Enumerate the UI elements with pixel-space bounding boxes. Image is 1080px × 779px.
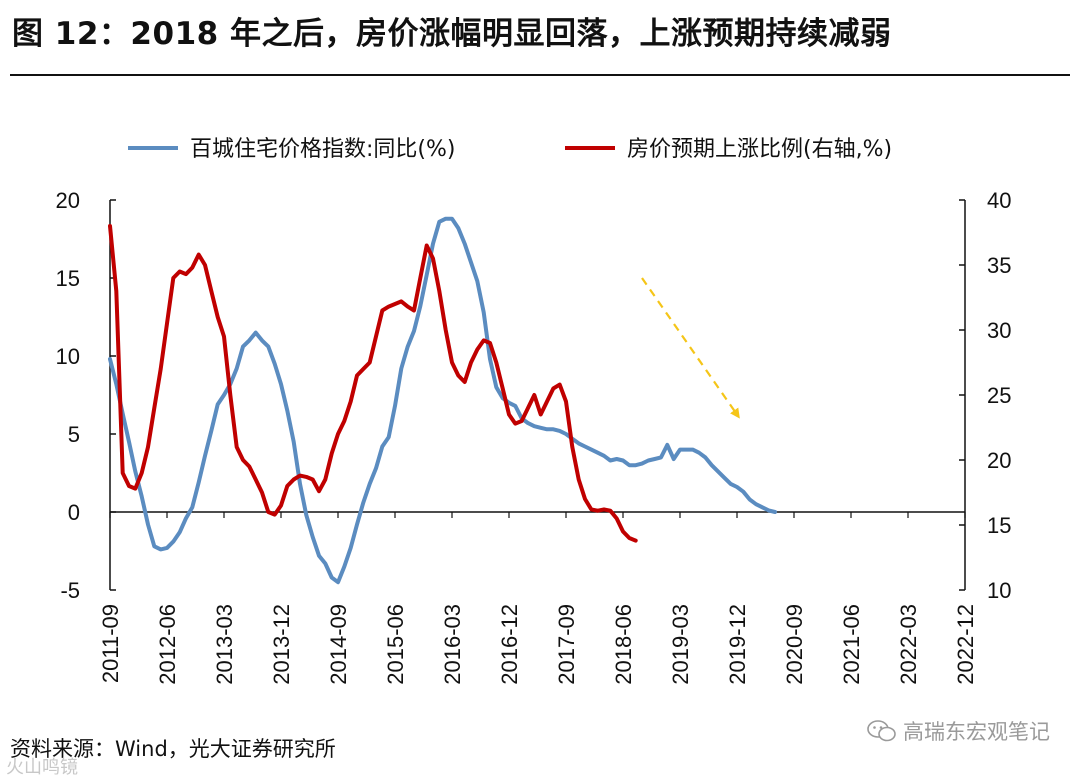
y-right-tick-label: 40 xyxy=(987,188,1011,213)
trend-arrow xyxy=(641,277,740,419)
y-right-tick-label: 20 xyxy=(987,448,1011,473)
x-tick-label: 2014-09 xyxy=(326,604,351,685)
x-tick-label: 2021-06 xyxy=(839,604,864,685)
x-tick-label: 2019-03 xyxy=(668,604,693,685)
y-left-tick-label: 10 xyxy=(56,344,80,369)
y-left-tick-label: 20 xyxy=(56,188,80,213)
legend-label: 房价预期上涨比例(右轴,%) xyxy=(627,137,892,162)
y-right-tick-label: 25 xyxy=(987,383,1011,408)
x-tick-label: 2011-09 xyxy=(98,604,123,683)
series-line-expectation xyxy=(108,224,638,543)
y-right-tick-label: 30 xyxy=(987,318,1011,343)
watermark-left: 火山鸣镜 xyxy=(6,757,78,778)
y-left-tick-label: 15 xyxy=(56,266,80,291)
x-tick-label: 2018-06 xyxy=(611,604,636,685)
x-tick-label: 2022-03 xyxy=(896,604,921,685)
y-right-tick-label: 15 xyxy=(987,513,1011,538)
chart-annotations xyxy=(641,277,740,419)
x-tick-label: 2016-03 xyxy=(440,604,465,685)
x-tick-label: 2015-06 xyxy=(383,604,408,685)
y-left-tick-label: 5 xyxy=(68,422,80,447)
x-tick-label: 2020-09 xyxy=(782,604,807,685)
watermark: 高瑞东宏观笔记 xyxy=(867,716,1050,746)
x-tick-label: 2013-12 xyxy=(269,604,294,685)
wechat-icon xyxy=(867,720,896,742)
page-title: 图 12：2018 年之后，房价涨幅明显回落，上涨预期持续减弱 xyxy=(12,16,892,52)
x-tick-label: 2019-12 xyxy=(725,604,750,685)
source-note: 资料来源：Wind，光大证券研究所 xyxy=(10,737,336,761)
y-left-tick-label: 0 xyxy=(68,500,80,525)
x-tick-label: 2012-06 xyxy=(155,604,180,685)
x-tick-label: 2016-12 xyxy=(497,604,522,685)
legend-label: 百城住宅价格指数:同比(%) xyxy=(190,137,455,162)
x-tick-label: 2013-03 xyxy=(212,604,237,685)
y-right-tick-label: 10 xyxy=(987,578,1011,603)
watermark-text: 高瑞东宏观笔记 xyxy=(903,720,1050,744)
title-divider xyxy=(10,74,1070,76)
chart-series xyxy=(108,216,777,585)
series-line-price-index xyxy=(108,216,777,585)
chart-legend: 百城住宅价格指数:同比(%) 房价预期上涨比例(右轴,%) xyxy=(128,137,892,162)
y-left-tick-label: -5 xyxy=(60,578,80,603)
x-tick-label: 2022-12 xyxy=(953,604,978,685)
chart-axes: -5 0 5 10 15 20 10 15 20 25 30 35 40 2011-09 2012-06 20… xyxy=(56,188,1012,685)
y-right-tick-label: 35 xyxy=(987,253,1011,278)
x-tick-label: 2017-09 xyxy=(554,604,579,685)
